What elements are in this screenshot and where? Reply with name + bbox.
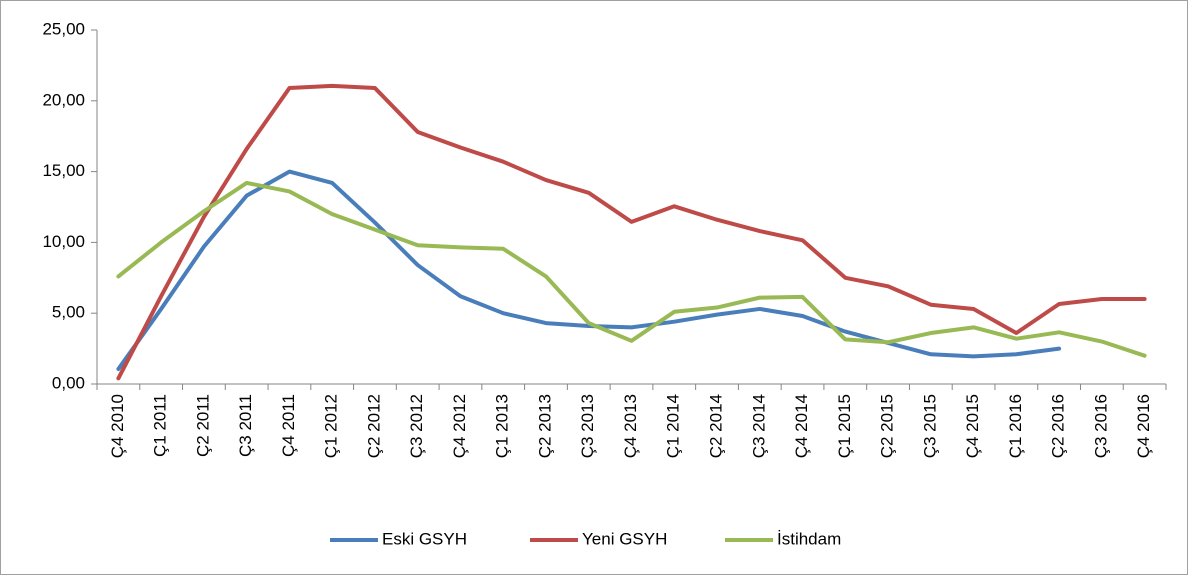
x-tick-label: Ç3 2014 [749, 394, 768, 458]
x-tick-label: Ç4 2014 [792, 394, 811, 458]
series-line [116, 180, 1147, 358]
legend-label: Yeni GSYH [582, 529, 667, 548]
y-tick-label: 15,00 [42, 161, 85, 180]
x-tick-label: Ç4 2011 [279, 394, 298, 457]
y-tick-label: 20,00 [42, 90, 85, 109]
legend-label: İstihdam [777, 529, 841, 548]
x-tick-label: Ç4 2015 [963, 394, 982, 458]
x-tick-label: Ç2 2016 [1049, 394, 1068, 458]
x-tick-label: Ç2 2011 [193, 394, 212, 457]
x-tick-label: Ç3 2015 [920, 394, 939, 458]
x-tick-label: Ç1 2015 [835, 394, 854, 458]
x-tick-label: Ç2 2014 [707, 394, 726, 458]
x-tick-label: Ç2 2012 [364, 394, 383, 458]
x-tick-label: Ç3 2016 [1091, 394, 1110, 458]
x-tick-label: Ç4 2012 [450, 394, 469, 458]
x-tick-label: Ç1 2012 [322, 394, 341, 458]
series-line [116, 83, 1147, 381]
legend-label: Eski GSYH [382, 529, 467, 548]
x-tick-label: Ç3 2011 [236, 394, 255, 457]
x-tick-label: Ç2 2015 [878, 394, 897, 458]
x-tick-label: Ç4 2010 [108, 394, 127, 458]
x-tick-label: Ç3 2013 [578, 394, 597, 458]
x-tick-label: Ç3 2012 [407, 394, 426, 458]
x-tick-label: Ç2 2013 [535, 394, 554, 458]
x-tick-label: Ç4 2016 [1134, 394, 1153, 458]
x-tick-label: Ç1 2013 [493, 394, 512, 458]
series-line [116, 169, 1062, 371]
x-tick-label: Ç1 2011 [151, 394, 170, 457]
y-tick-label: 10,00 [42, 232, 85, 251]
y-tick-label: 5,00 [52, 303, 85, 322]
y-tick-label: 0,00 [52, 373, 85, 392]
x-tick-label: Ç4 2013 [621, 394, 640, 458]
x-tick-label: Ç1 2016 [1006, 394, 1025, 458]
x-tick-label: Ç1 2014 [664, 394, 683, 458]
y-tick-label: 25,00 [42, 19, 85, 38]
